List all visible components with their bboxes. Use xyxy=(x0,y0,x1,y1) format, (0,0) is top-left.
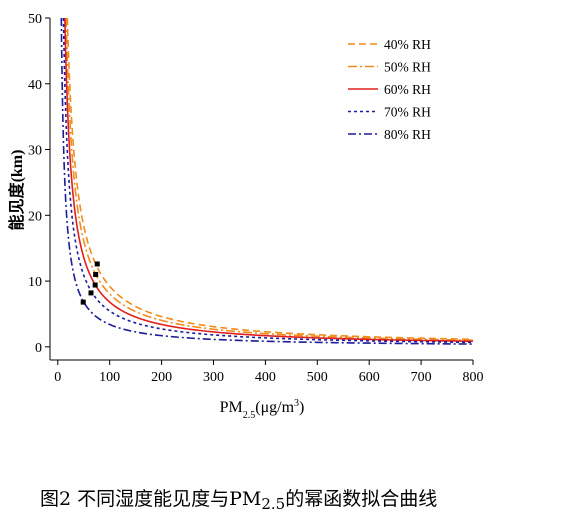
caption-suffix: 的幂函数拟合曲线 xyxy=(285,488,438,510)
x-tick-label: 400 xyxy=(255,370,276,385)
x-axis-label-sub: 2.5 xyxy=(243,410,256,421)
chart: 0 100 200 300 400 500 600 700 800 0 10 20 30 40 50 40%… xyxy=(7,12,484,421)
y-tick-label: 10 xyxy=(28,275,42,290)
y-tick-label: 0 xyxy=(35,341,42,356)
x-axis-label: PM2.5(μg/m3) xyxy=(220,398,305,421)
y-tick-label: 20 xyxy=(28,209,42,224)
figure-caption: 图2 不同湿度能见度与PM 2.5 的幂函数拟合曲线 xyxy=(40,484,560,513)
legend-label-1: 40% RH xyxy=(384,37,431,52)
series-marker-2 xyxy=(93,272,99,277)
x-axis-label-unit: (μg/m xyxy=(255,399,294,416)
legend-label-3: 60% RH xyxy=(384,82,431,97)
series-marker-3 xyxy=(92,282,98,288)
caption-subscript: 2.5 xyxy=(261,495,286,513)
x-axis-label-close: ) xyxy=(299,399,304,416)
series-layer xyxy=(60,17,474,345)
legend-label-4: 70% RH xyxy=(384,105,431,120)
x-tick-label: 500 xyxy=(307,370,328,385)
y-axis-label: 能见度(km) xyxy=(7,150,26,231)
series-line-2 xyxy=(65,17,474,342)
legend: 40% RH 50% RH 60% RH 70% RH 80% RH xyxy=(348,37,431,142)
y-tick-label: 50 xyxy=(28,12,42,27)
x-tick-label: 800 xyxy=(463,370,484,385)
y-tick-label: 30 xyxy=(28,144,42,159)
x-tick-label: 0 xyxy=(54,370,61,385)
x-tick-label: 200 xyxy=(151,370,172,385)
series-line-1 xyxy=(66,17,474,341)
x-axis-label-main: PM xyxy=(220,399,243,416)
y-tick-label: 40 xyxy=(28,78,42,93)
series-marker-4 xyxy=(88,290,94,296)
series-line-4 xyxy=(62,17,474,344)
x-tick-label: 300 xyxy=(203,370,224,385)
axes: 0 100 200 300 400 500 600 700 800 0 10 20 30 40 50 xyxy=(28,12,484,385)
x-axis-label-sup: 3 xyxy=(294,398,299,409)
x-tick-label: 600 xyxy=(359,370,380,385)
series-line-5 xyxy=(60,17,474,345)
series-marker-5 xyxy=(80,299,86,305)
legend-label-2: 50% RH xyxy=(384,60,431,75)
series-marker-1 xyxy=(94,261,100,267)
x-tick-label: 100 xyxy=(99,370,120,385)
series-line-3 xyxy=(64,17,474,343)
legend-label-5: 80% RH xyxy=(384,127,431,142)
caption-prefix: 图2 不同湿度能见度与PM xyxy=(40,488,262,510)
x-tick-label: 700 xyxy=(411,370,432,385)
